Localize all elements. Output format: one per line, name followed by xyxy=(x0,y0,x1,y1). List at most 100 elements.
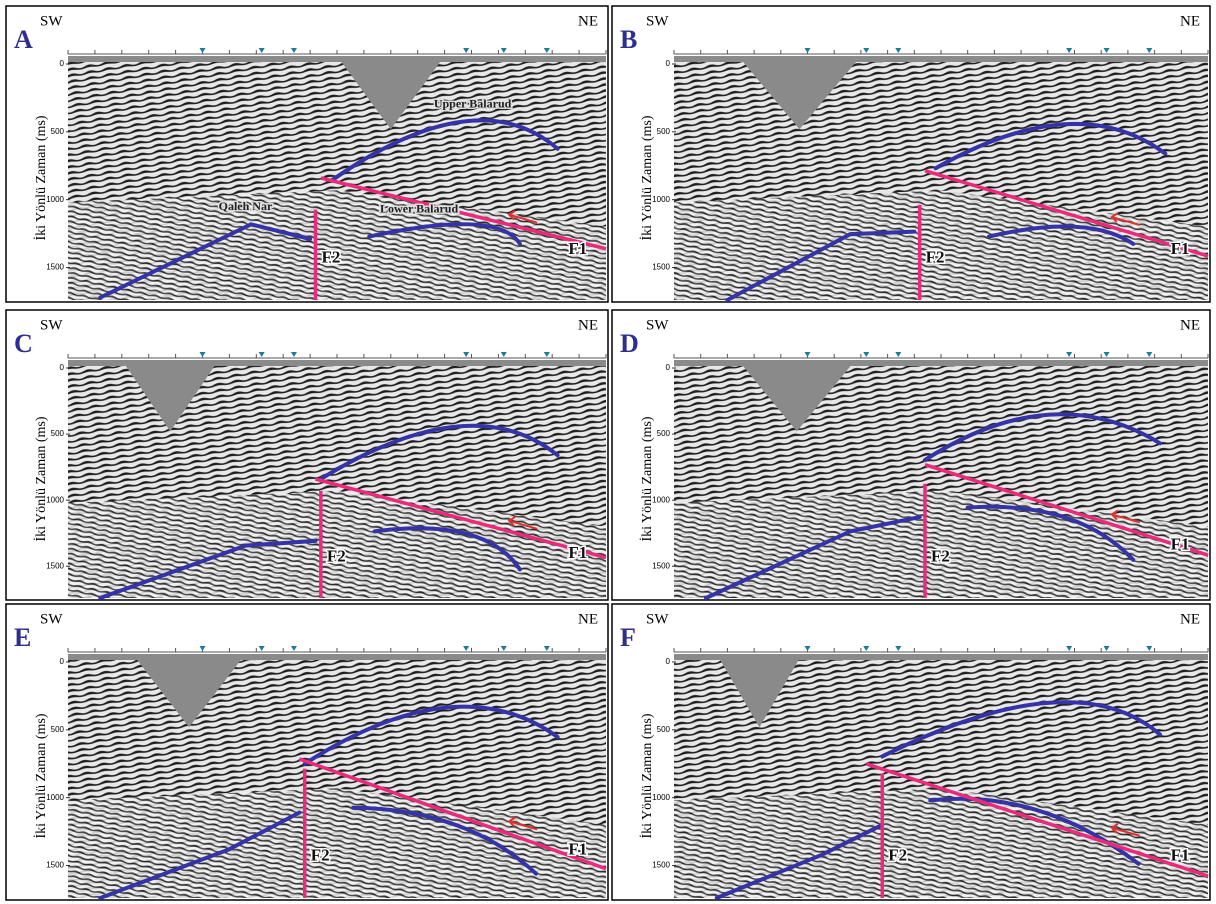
slip-arrow xyxy=(1110,212,1141,227)
sw-label: SW xyxy=(646,13,669,29)
fault-f1 xyxy=(320,176,607,251)
y-tick-label: 500 xyxy=(51,725,65,734)
y-tick-label: 1500 xyxy=(46,561,64,570)
fault-label: F2 xyxy=(931,546,950,565)
fault-label: F2 xyxy=(888,845,907,864)
mute-top xyxy=(68,56,606,62)
sw-label: SW xyxy=(40,611,63,627)
shotpoint-marker xyxy=(199,48,206,53)
y-tick-label: 500 xyxy=(51,429,65,438)
y-tick-label: 500 xyxy=(657,725,671,734)
shotpoint-marker xyxy=(895,48,902,53)
seismic-lower xyxy=(674,490,1208,598)
panel: E SW NE İki Yönlü Zaman (ms) 0 500 1000 1500 F1 F… xyxy=(5,603,609,901)
shotpoint-marker xyxy=(1066,352,1073,357)
horizon-label: Upper Balarud xyxy=(434,97,512,111)
y-tick-label: 0 xyxy=(60,59,65,68)
y-tick-label: 1500 xyxy=(46,263,64,272)
shotpoint-marker xyxy=(543,48,550,53)
sw-label: SW xyxy=(40,317,63,333)
shotpoint-marker xyxy=(804,48,811,53)
ne-label: NE xyxy=(578,13,598,29)
horizon-lower xyxy=(351,805,539,876)
mute-zone xyxy=(738,56,861,130)
slip-arrow xyxy=(1110,509,1141,524)
shotpoint-marker xyxy=(290,646,297,651)
shotpoint-marker xyxy=(863,352,870,357)
y-tick-label: 1000 xyxy=(652,793,670,802)
y-tick-label: 1500 xyxy=(652,861,670,870)
mute-top xyxy=(674,56,1208,62)
mute-top xyxy=(68,654,606,660)
y-tick-label: 0 xyxy=(60,363,65,372)
mute-zone xyxy=(132,654,246,728)
shotpoint-marker xyxy=(895,646,902,651)
seismic-lower xyxy=(68,190,606,300)
y-axis-label: İki Yönlü Zaman (ms) xyxy=(639,115,655,240)
y-tick-label: 500 xyxy=(657,429,671,438)
ne-label: NE xyxy=(578,611,598,627)
panel-letter: F xyxy=(620,623,636,652)
horizon-label: Qaleh Nar xyxy=(219,199,273,213)
panel-letter: D xyxy=(620,329,639,358)
mute-zone xyxy=(121,360,219,432)
ne-label: NE xyxy=(578,317,598,333)
horizon-upper xyxy=(329,118,560,183)
ne-label: NE xyxy=(1180,317,1200,333)
y-axis-label: İki Yönlü Zaman (ms) xyxy=(639,713,655,838)
y-tick-label: 1000 xyxy=(46,793,64,802)
mute-zone xyxy=(716,654,803,728)
seismic-lower xyxy=(674,788,1208,898)
horizon-upper xyxy=(933,122,1168,171)
shotpoint-marker xyxy=(863,48,870,53)
y-tick-label: 1000 xyxy=(46,495,64,504)
y-tick-label: 0 xyxy=(666,363,671,372)
y-tick-label: 500 xyxy=(51,127,65,136)
fault-label: F1 xyxy=(568,543,587,562)
horizon-left xyxy=(98,538,318,600)
panel: A SW NE İki Yönlü Zaman (ms) 0 500 1000 1500 F1 F… xyxy=(5,5,609,303)
shotpoint-marker xyxy=(804,646,811,651)
panel-letter: C xyxy=(14,329,33,358)
shotpoint-marker xyxy=(543,646,550,651)
fault-label: F2 xyxy=(311,845,330,864)
mute-top xyxy=(68,360,606,366)
panel-letter: E xyxy=(14,623,31,652)
shotpoint-marker xyxy=(463,48,470,53)
horizon-lower xyxy=(965,504,1136,562)
shotpoint-marker xyxy=(863,646,870,651)
horizon-left xyxy=(98,222,313,300)
y-tick-label: 1500 xyxy=(652,561,670,570)
sw-label: SW xyxy=(646,611,669,627)
panel: F SW NE İki Yönlü Zaman (ms) 0 500 1000 1500 F1 F… xyxy=(611,603,1211,901)
slip-arrow xyxy=(507,516,538,530)
shotpoint-marker xyxy=(463,646,470,651)
y-axis-label: İki Yönlü Zaman (ms) xyxy=(639,416,655,541)
shotpoint-marker xyxy=(1066,646,1073,651)
fault-label: F2 xyxy=(327,546,346,565)
y-tick-label: 1000 xyxy=(652,195,670,204)
shotpoint-marker xyxy=(290,48,297,53)
horizon-upper xyxy=(302,704,560,766)
slip-arrow xyxy=(1110,823,1141,837)
mute-top xyxy=(674,654,1208,660)
y-tick-label: 500 xyxy=(657,127,671,136)
shotpoint-marker xyxy=(199,646,206,651)
fault-label: F1 xyxy=(568,839,587,858)
shotpoint-marker xyxy=(500,48,507,53)
slip-arrow xyxy=(507,209,538,224)
shotpoint-marker xyxy=(258,48,265,53)
seismic-lower xyxy=(674,190,1208,300)
panel-letter: B xyxy=(620,25,637,54)
panel: C SW NE İki Yönlü Zaman (ms) 0 500 1000 1500 F1 F… xyxy=(5,309,609,601)
horizon-label: Lower Balarud xyxy=(380,201,458,215)
panel: D SW NE İki Yönlü Zaman (ms) 0 500 1000 1500 F1 F… xyxy=(611,309,1211,601)
shotpoint-marker xyxy=(804,352,811,357)
shotpoint-marker xyxy=(543,352,550,357)
fault-f1 xyxy=(924,463,1209,557)
horizon-left xyxy=(704,515,922,600)
shotpoint-marker xyxy=(1146,352,1153,357)
shotpoint-marker xyxy=(463,352,470,357)
fault-f1 xyxy=(865,762,1209,878)
panel-letter: A xyxy=(14,25,33,54)
